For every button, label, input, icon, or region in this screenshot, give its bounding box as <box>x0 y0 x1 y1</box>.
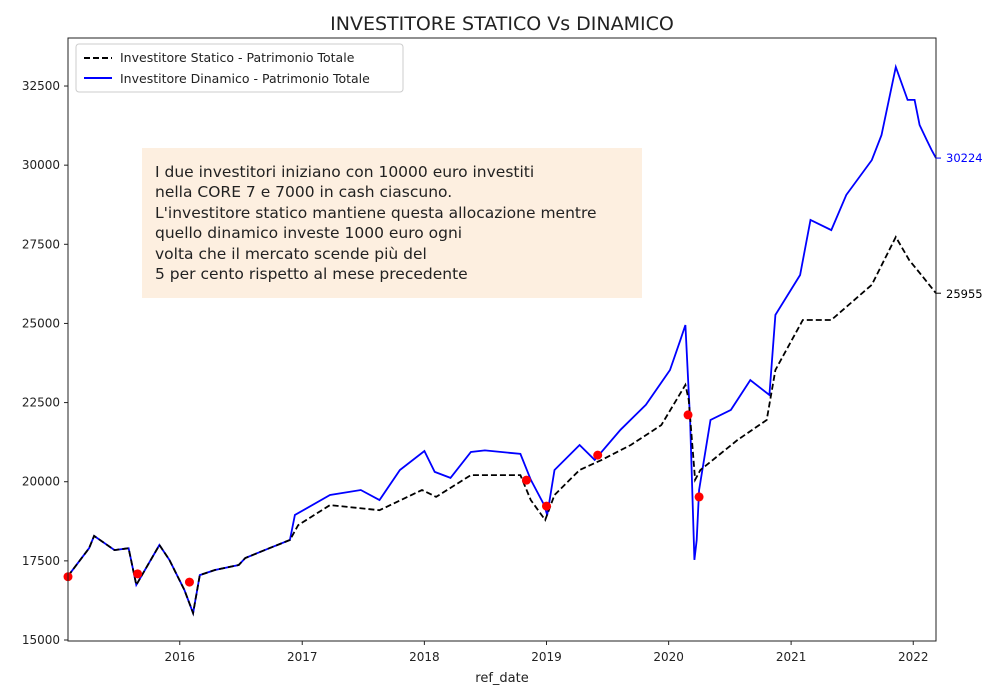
purchase-marker <box>694 492 704 502</box>
legend-label-static: Investitore Statico - Patrimonio Totale <box>120 50 355 65</box>
annotation-line: I due investitori iniziano con 10000 eur… <box>155 163 534 181</box>
end-label-dynamic: 30224 <box>946 151 983 165</box>
purchase-marker <box>184 577 194 587</box>
legend: Investitore Statico - Patrimonio Totale … <box>75 43 404 93</box>
axes: 15000 17500 20000 22500 25000 27500 30000 32500… <box>22 37 941 664</box>
annotation-line: 5 per cento rispetto al mese precedente <box>155 265 468 283</box>
purchase-marker <box>593 450 603 460</box>
x-tick-label: 2021 <box>776 650 807 664</box>
y-tick-label: 15000 <box>22 633 60 647</box>
annotation-line: quello dinamico investe 1000 euro ogni <box>155 224 462 242</box>
y-tick-label: 32500 <box>22 79 60 93</box>
purchase-marker <box>683 410 693 420</box>
annotation-box: I due investitori iniziano con 10000 eur… <box>142 148 642 298</box>
plot-area <box>63 63 937 617</box>
series-line-static <box>67 235 937 617</box>
x-tick-label: 2019 <box>531 650 562 664</box>
y-tick-label: 25000 <box>22 316 60 330</box>
annotation-line: volta che il mercato scende più del <box>155 245 427 263</box>
x-tick-label: 2017 <box>287 650 318 664</box>
y-tick-label: 20000 <box>22 475 60 489</box>
x-tick-label: 2018 <box>409 650 440 664</box>
legend-label-dynamic: Investitore Dinamico - Patrimonio Totale <box>120 71 370 86</box>
y-tick-label: 30000 <box>22 158 60 172</box>
axes-frame <box>67 37 937 642</box>
y-tick-label: 17500 <box>22 554 60 568</box>
x-tick-label: 2022 <box>898 650 929 664</box>
purchase-marker <box>521 475 531 485</box>
end-label-static: 25955 <box>946 287 983 301</box>
purchase-marker <box>133 569 143 579</box>
annotation-background <box>142 148 642 298</box>
annotation-line: L'investitore statico mantiene questa al… <box>155 204 597 222</box>
purchase-marker <box>542 501 552 511</box>
x-axis-label: ref_date <box>475 671 528 686</box>
x-tick-label: 2020 <box>653 650 684 664</box>
legend-frame <box>75 43 404 93</box>
x-tick-label: 2016 <box>164 650 195 664</box>
annotation-line: nella CORE 7 e 7000 in cash ciascuno. <box>155 183 452 201</box>
y-tick-label: 22500 <box>22 396 60 410</box>
y-tick-label: 27500 <box>22 237 60 251</box>
chart-title: INVESTITORE STATICO Vs DINAMICO <box>330 13 674 35</box>
